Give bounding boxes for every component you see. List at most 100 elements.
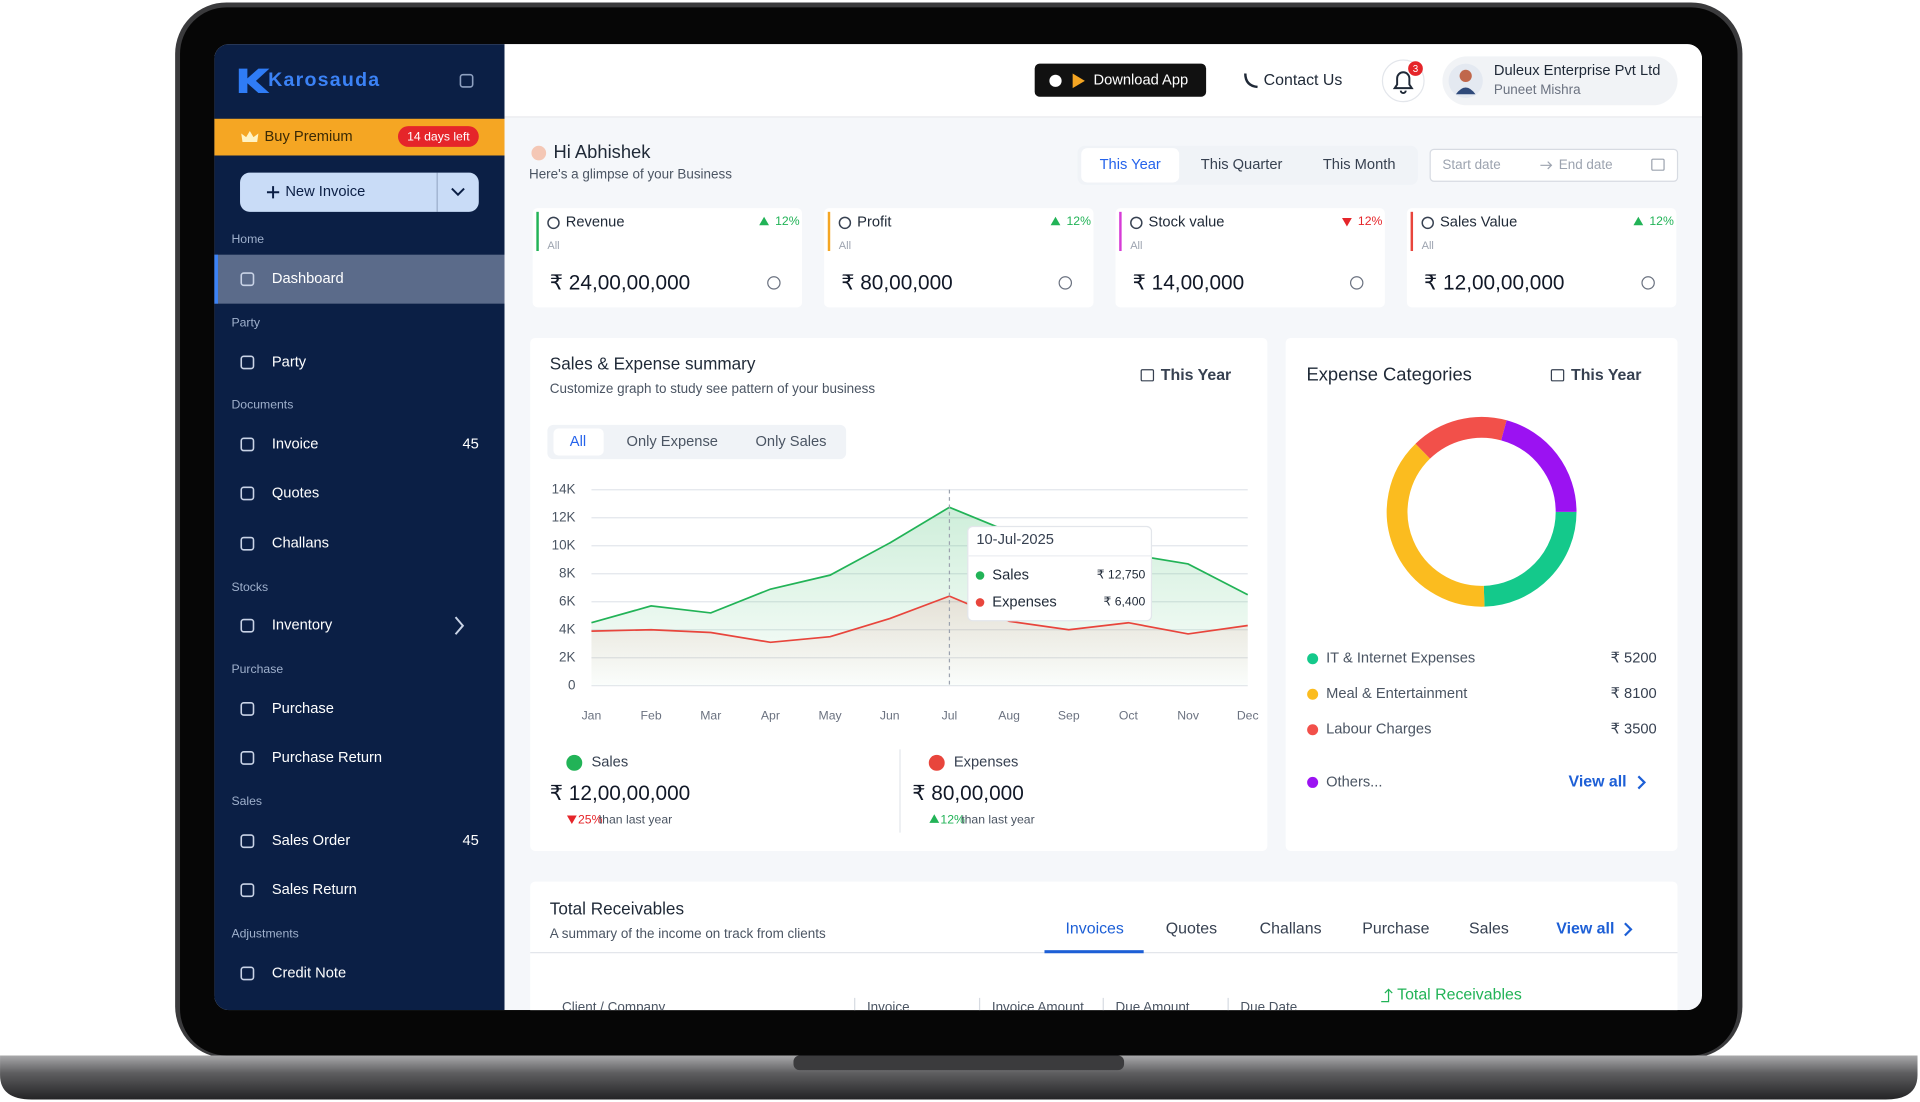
series-line [591,595,1248,644]
info-icon [1058,276,1073,290]
brand-logo [238,68,270,94]
nav-item[interactable] [214,949,504,998]
view-all-link[interactable]: View all [1569,774,1627,791]
download-app-label: Download App [1093,73,1188,89]
new-invoice-label: New Invoice [285,184,365,200]
nav-item[interactable] [214,420,504,469]
nav-item[interactable] [214,684,504,733]
user-pill[interactable] [1442,56,1678,106]
receivables-tab[interactable]: Challans [1260,921,1322,938]
nav-section-title: Party [231,315,260,329]
nav-item-label: Quotes [272,485,319,501]
nav-icon [240,355,255,370]
donut-segment [1386,443,1485,607]
kpi-change: 12% [1358,214,1383,228]
calendar-icon [1651,158,1665,171]
y-tick-label: 0 [568,677,575,692]
view-all-link[interactable]: View all [1556,921,1614,938]
nav-item-active[interactable] [214,254,505,304]
screen: Karosauda Buy Premium 14 days left New Invo… [214,44,1703,1014]
y-tick-label: 8K [559,565,575,580]
tooltip-date: 10-Jul-2025 [976,532,1054,548]
total-note: than last year [961,813,1034,827]
column-header: Due Amount [1116,999,1190,1014]
receivables-title: Total Receivables [550,898,684,918]
receivables-tab[interactable]: Purchase [1362,921,1429,938]
tooltip-value: ₹ 6,400 [1104,595,1146,609]
x-tick-label: Nov [1177,709,1200,723]
total-receivables-label: Total Receivables [1397,987,1522,1004]
kpi-value: ₹ 12,00,00,000 [1424,272,1564,295]
nav-icon [240,883,255,898]
filter-tabs [547,424,847,460]
info-icon [1641,276,1655,290]
nav-item[interactable] [214,519,504,568]
info-icon [767,276,781,290]
nav-item-label: Credit Note [272,965,346,981]
nav-active-marker [214,254,218,304]
nav-section-title: Sales [231,794,262,808]
kpi-scope: All [839,240,851,252]
tooltip-dot [975,571,985,580]
download-app-button[interactable] [1034,63,1207,97]
legend-dot [1307,776,1319,788]
nav-item[interactable] [214,469,504,518]
total-value: ₹ 12,00,00,000 [550,782,690,805]
nav-icon [240,437,255,452]
kpi-accent [1119,211,1122,252]
collapse-icon[interactable] [459,73,474,88]
wave-icon [531,145,547,161]
legend-label: Expenses [954,755,1019,771]
nav-chevron [454,616,465,635]
start-date: Start date [1442,157,1500,172]
x-tick-label: Jul [942,709,958,723]
summary-period[interactable]: This Year [1161,367,1231,384]
calendar-icon [1550,369,1565,382]
column-header: Invoice Amount [992,999,1084,1014]
nav-item-count: 45 [462,436,478,452]
nav-item-label: Purchase Return [272,750,382,766]
greeting-title: Hi Abhishek [553,141,651,162]
filter-tab[interactable]: All [570,434,586,450]
kpi-label: Sales Value [1440,215,1517,231]
nav-item-label: Dashboard [272,271,344,287]
nav-item-label: Challans [272,536,329,552]
nav-item[interactable] [214,866,504,915]
date-range[interactable] [1429,148,1679,182]
avatar-body [1455,87,1476,95]
period-tab[interactable]: This Month [1323,157,1396,173]
filter-tab[interactable]: Only Expense [627,434,718,450]
expense-period[interactable]: This Year [1571,367,1641,384]
x-tick-label: Mar [700,709,721,723]
period-tab[interactable]: This Quarter [1201,157,1283,173]
tooltip-value: ₹ 12,750 [1097,568,1146,582]
laptop-notch [793,1055,1125,1071]
nav-section-title: Home [231,232,264,246]
filter-tab[interactable]: Only Sales [756,434,827,450]
nav-item[interactable] [214,601,504,650]
filter-tab-active[interactable] [553,428,604,456]
nav-section-title: Stocks [231,580,268,594]
contact-link[interactable]: Contact Us [1264,72,1343,89]
bell-icon [1392,71,1414,95]
brand-name: Karosauda [268,69,380,91]
nav-icon [240,966,255,981]
period-tab[interactable]: This Year [1100,157,1161,173]
receivables-tab[interactable]: Sales [1469,921,1509,938]
company-name: Duleux Enterprise Pvt Ltd [1494,63,1661,79]
nav-icon [240,272,255,287]
nav-item[interactable] [214,338,504,387]
period-tab-active[interactable] [1081,148,1180,183]
nav-item[interactable] [214,817,504,866]
new-invoice-button[interactable] [240,172,479,212]
total-change: 25% [578,813,603,827]
kpi-accent [827,211,831,252]
tooltip-dot [975,598,985,607]
kpi-change: 12% [1649,214,1674,228]
receivables-tab[interactable]: Invoices [1066,921,1124,938]
kpi-card [824,208,1094,308]
info-icon [1349,276,1364,290]
receivables-tab[interactable]: Quotes [1166,921,1217,938]
